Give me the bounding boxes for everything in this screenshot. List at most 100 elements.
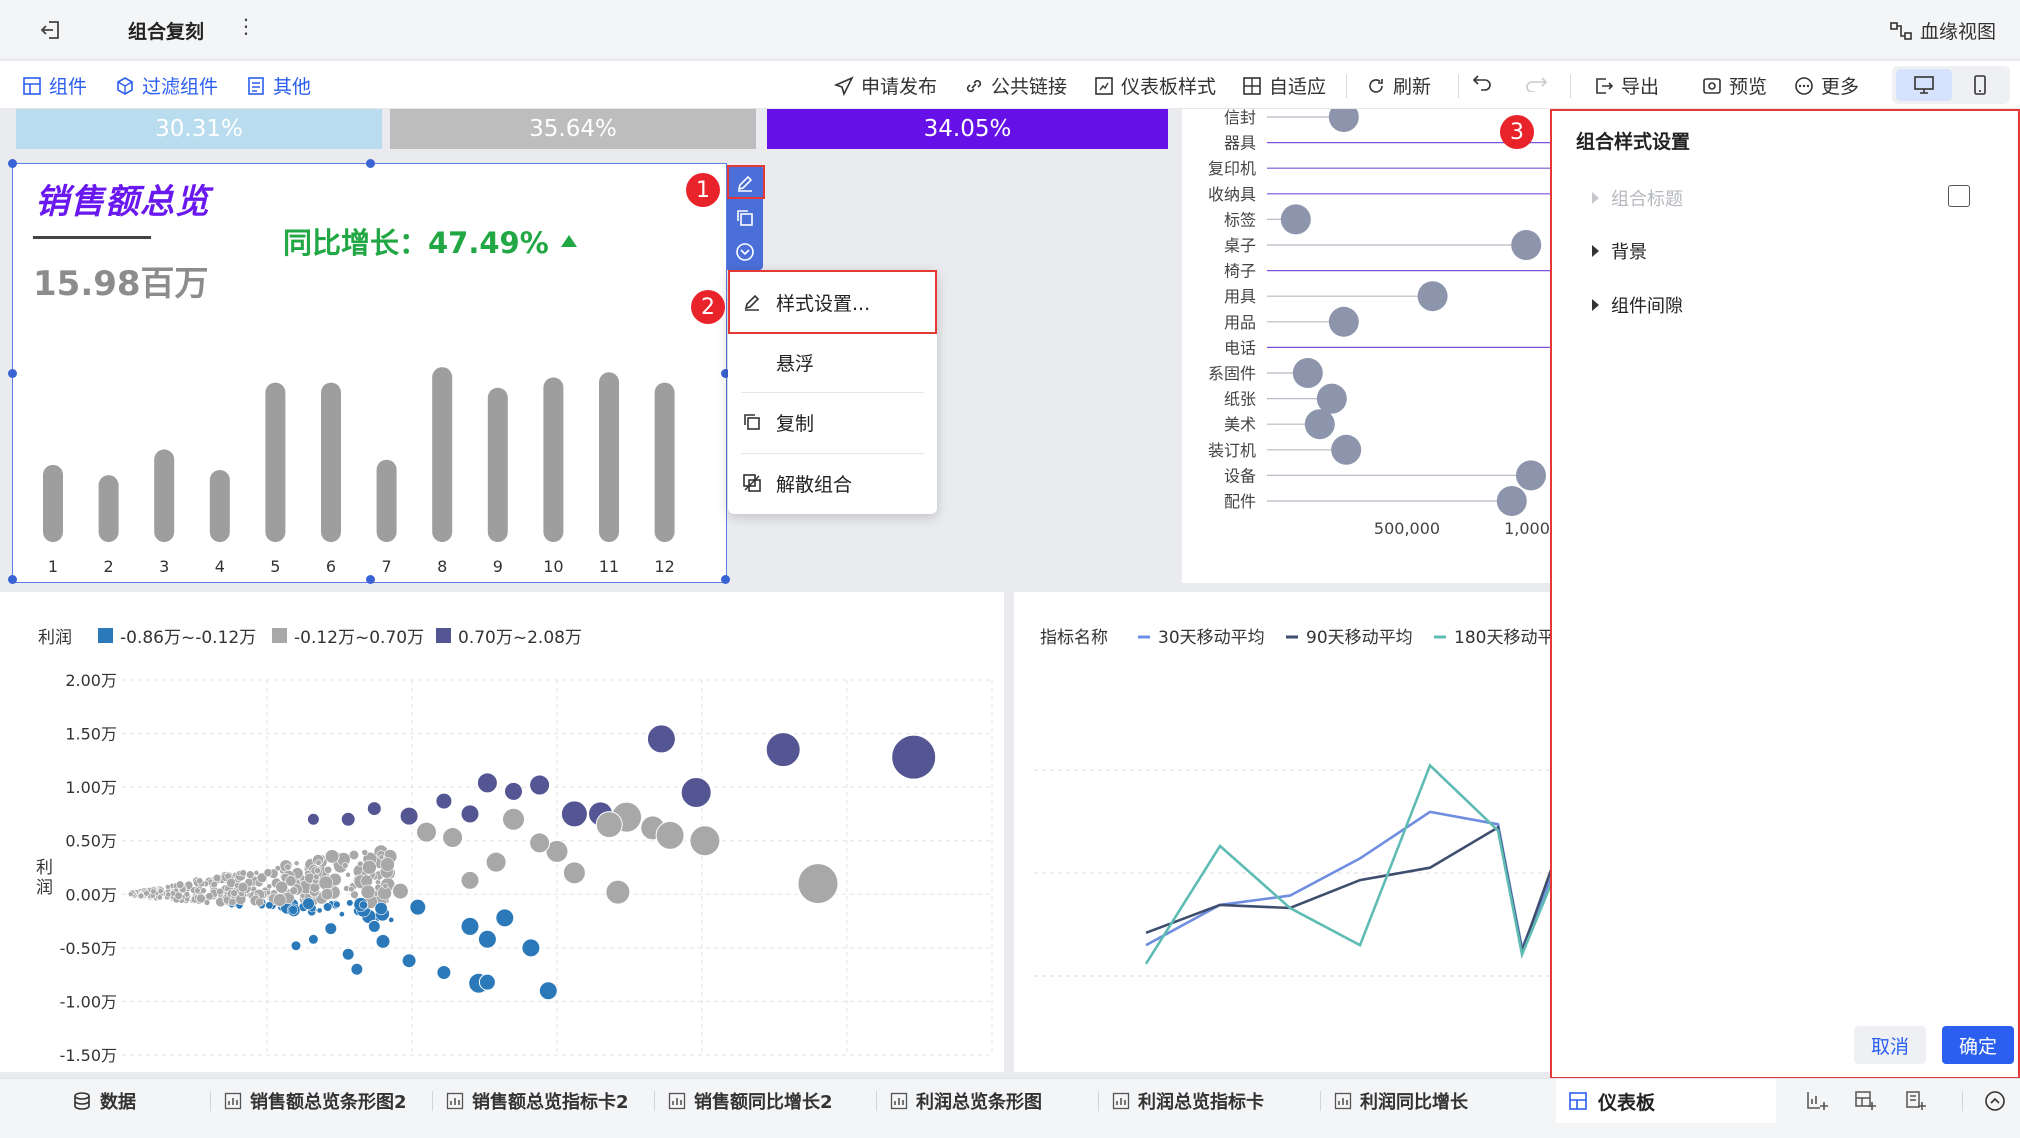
scatter-point: [318, 875, 334, 891]
y-label-char: 润: [36, 878, 53, 898]
scatter-point: [237, 881, 249, 893]
tab-label: 销售额总览条形图2: [250, 1092, 407, 1113]
menu-item-float[interactable]: 悬浮: [728, 334, 937, 390]
category-dot-chart[interactable]: 信封 器具 复印机 收纳具 标签 桌子 椅子 用具 用品 电话 系固件 纸张 美术 装订机 设备 配件 500,…: [1182, 102, 1552, 583]
undo-button[interactable]: [1472, 72, 1494, 92]
redo-icon: [1526, 77, 1548, 92]
resize-handle[interactable]: [366, 575, 375, 584]
scatter-point: [341, 947, 355, 961]
tab-data[interactable]: 数据: [72, 1079, 136, 1123]
lineage-view-button[interactable]: 血缘视图: [1890, 17, 1996, 44]
y-tick-label: -0.50万: [60, 939, 117, 958]
legend-entry[interactable]: 180天移动平: [1454, 628, 1554, 648]
y-tick-label: 2.00万: [65, 671, 117, 690]
refresh-button[interactable]: 刷新: [1366, 72, 1431, 99]
scatter-point: [127, 891, 134, 897]
filter-component-button[interactable]: 过滤组件: [115, 72, 218, 99]
add-report-button[interactable]: [1904, 1079, 1926, 1123]
menu-item-copy[interactable]: 复制: [728, 394, 937, 450]
setting-component-gap[interactable]: 组件间隙: [1592, 292, 1683, 318]
resize-handle[interactable]: [721, 369, 730, 378]
month-bar: [154, 449, 175, 542]
tab-widget[interactable]: 利润总览指标卡: [1112, 1079, 1264, 1123]
profit-scatter-chart: 利润 -0.86万~-0.12万 -0.12万~0.70万 0.70万~2.08…: [36, 628, 993, 1065]
group-title-checkbox[interactable]: [1948, 185, 1970, 207]
lollipop-dot: [1328, 306, 1359, 337]
desktop-icon: [1914, 76, 1934, 94]
moving-average-widget[interactable]: 指标名称 30天移动平均 90天移动平均 180天移动平: [1014, 592, 1556, 1072]
export-button[interactable]: 导出: [1594, 72, 1659, 99]
y-tick-label: -1.00万: [60, 992, 117, 1011]
component-button[interactable]: 组件: [22, 72, 87, 99]
selected-group[interactable]: 销售额总览 15.98百万 同比增长：47.49% 1 2 3 4 5 6 7 8 9 10 11 1…: [8, 159, 730, 584]
dashboard-style-button[interactable]: 仪表板样式: [1094, 72, 1216, 99]
y-tick-label: 0.00万: [65, 885, 117, 904]
kpi-bar[interactable]: 35.64%: [390, 109, 756, 149]
preview-button[interactable]: 预览: [1702, 72, 1767, 99]
menu-item-label: 悬浮: [776, 352, 815, 375]
group-mini-toolbar: [727, 165, 763, 270]
setting-background[interactable]: 背景: [1592, 238, 1647, 264]
scatter-point: [350, 890, 359, 899]
highlight-frame: [727, 165, 765, 199]
tab-divider: [654, 1091, 655, 1111]
add-dashboard-button[interactable]: [1854, 1079, 1876, 1123]
tab-widget[interactable]: 销售额总览条形图2: [224, 1079, 407, 1123]
kpi-bar[interactable]: 34.05%: [767, 109, 1168, 149]
tab-divider: [1320, 1091, 1321, 1111]
other-button[interactable]: 其他: [246, 72, 311, 99]
kpi-bar[interactable]: 30.31%: [16, 109, 382, 149]
exit-button[interactable]: [34, 14, 68, 46]
legend-entry[interactable]: -0.12万~0.70万: [294, 628, 424, 648]
copy-widget-button[interactable]: [731, 204, 759, 232]
month-tick-label: 3: [159, 557, 169, 576]
tab-widget[interactable]: 利润总览条形图: [890, 1079, 1042, 1123]
more-options-button[interactable]: [731, 238, 759, 266]
scatter-point: [529, 774, 551, 796]
menu-item-style-settings[interactable]: 样式设置...: [728, 274, 937, 330]
add-chart-button[interactable]: [1806, 1079, 1828, 1123]
profit-scatter-widget[interactable]: 利润 -0.86万~-0.12万 -0.12万~0.70万 0.70万~2.08…: [0, 592, 1004, 1072]
public-link-button[interactable]: 公共链接: [964, 72, 1067, 99]
bar-chart-icon: [224, 1092, 242, 1110]
tab-widget[interactable]: 利润同比增长: [1334, 1079, 1468, 1123]
month-bar: [487, 387, 508, 542]
tab-dashboard[interactable]: 仪表板: [1556, 1079, 1776, 1123]
adaptive-button[interactable]: 自适应: [1242, 72, 1326, 99]
confirm-button[interactable]: 确定: [1942, 1026, 2014, 1064]
legend-entry[interactable]: -0.86万~-0.12万: [120, 628, 256, 648]
title-more-button[interactable]: ⋮: [236, 14, 256, 38]
redo-button[interactable]: [1522, 72, 1552, 92]
scatter-point: [478, 973, 496, 991]
apply-publish-button[interactable]: 申请发布: [834, 72, 937, 99]
setting-group-title[interactable]: 组合标题: [1592, 185, 1683, 211]
desktop-view-button[interactable]: [1896, 69, 1952, 101]
more-button[interactable]: 更多: [1794, 72, 1859, 99]
setting-label: 背景: [1611, 242, 1647, 263]
monthly-bar-chart: 1 2 3 4 5 6 7 8 9 10 11 12: [43, 367, 675, 576]
legend-entry[interactable]: 90天移动平均: [1306, 628, 1413, 648]
resize-handle[interactable]: [721, 575, 730, 584]
legend-entry[interactable]: 0.70万~2.08万: [458, 628, 582, 648]
category-label: 椅子: [1224, 262, 1256, 281]
resize-handle[interactable]: [8, 575, 17, 584]
edit-icon: [744, 294, 760, 311]
mobile-view-button[interactable]: [1954, 69, 2006, 101]
menu-item-ungroup[interactable]: 解散组合: [728, 455, 937, 511]
tab-widget[interactable]: 销售额总览指标卡2: [446, 1079, 629, 1123]
collapse-button[interactable]: [1984, 1079, 2006, 1123]
scatter-point: [239, 869, 247, 877]
resize-handle[interactable]: [8, 159, 17, 168]
cancel-button[interactable]: 取消: [1854, 1026, 1926, 1064]
resize-handle[interactable]: [8, 369, 17, 378]
dashboard-style-label: 仪表板样式: [1121, 76, 1217, 98]
resize-handle[interactable]: [366, 159, 375, 168]
tab-widget[interactable]: 销售额同比增长2: [668, 1079, 833, 1123]
legend-swatch: [98, 628, 113, 643]
month-tick-label: 2: [104, 557, 114, 576]
legend-entry[interactable]: 30天移动平均: [1158, 628, 1265, 648]
refresh-icon: [1369, 78, 1383, 93]
edit-style-button[interactable]: [731, 169, 759, 197]
month-tick-label: 4: [215, 557, 225, 576]
lineage-label: 血缘视图: [1920, 21, 1997, 43]
